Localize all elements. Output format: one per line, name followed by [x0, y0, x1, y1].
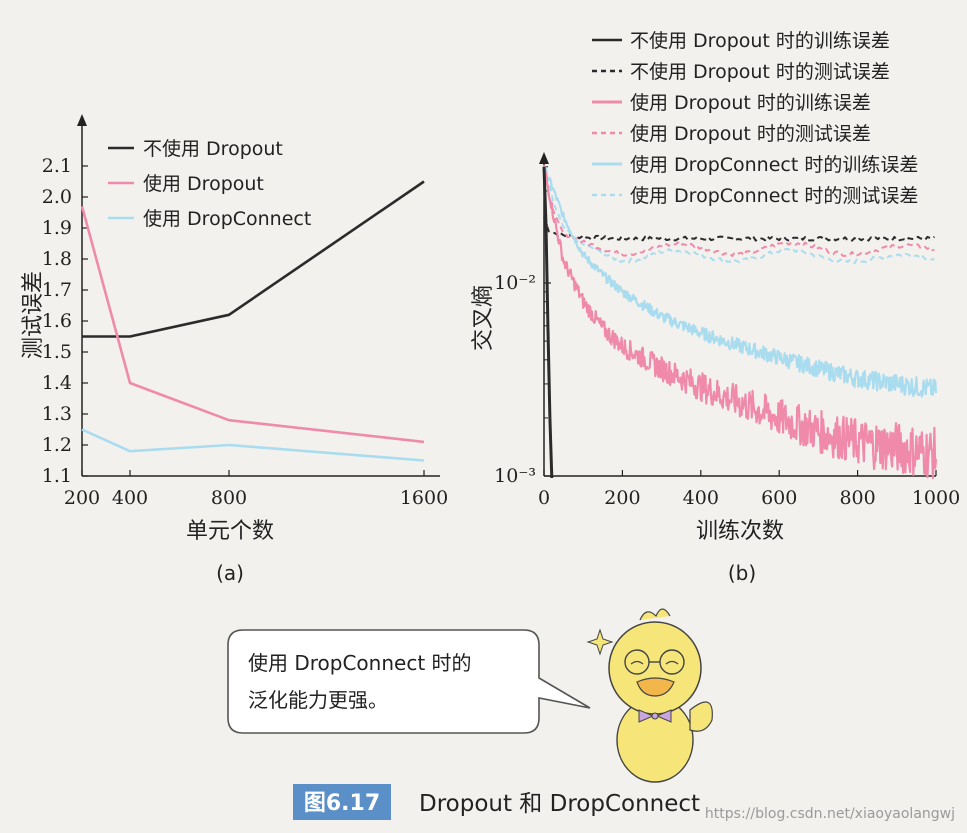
- chart-b-xtick-label: 0: [538, 487, 550, 509]
- chart-b-series: [542, 164, 938, 480]
- caption-title: Dropout 和 DropConnect: [419, 791, 700, 817]
- caption-badge: 图6.17: [304, 791, 380, 816]
- legend-label-no-dropout-train: 不使用 Dropout 时的训练误差: [630, 30, 890, 52]
- chart-b-y-title: 交叉熵: [471, 285, 496, 351]
- chart-b-xtick-label: 1000: [912, 487, 960, 509]
- legend-label-dropout-train: 使用 Dropout 时的训练误差: [630, 92, 871, 114]
- chart-a-ytick-label: 2.1: [42, 155, 72, 177]
- legend-label-dropconnect-test: 使用 DropConnect 时的测试误差: [630, 185, 918, 207]
- chart-a-x-title: 单元个数: [186, 519, 274, 544]
- sparkle-icon: [586, 628, 614, 656]
- chart-a-series: [80, 180, 425, 462]
- chart-a: 1.1 1.2 1.3 1.4 1.5 1.6 1.7 1.8 1.9 2.0 2.1 200 400…: [21, 114, 448, 585]
- duck-wing: [689, 701, 713, 732]
- chart-a-xtick-label: 200: [64, 487, 100, 509]
- chart-a-ytick-label: 1.1: [42, 465, 72, 487]
- chart-b-y-ticks: 10⁻² 10⁻³: [494, 166, 551, 487]
- bow-tie-icon: [638, 709, 655, 723]
- chart-a-y-ticks: 1.1 1.2 1.3 1.4 1.5 1.6 1.7 1.8 1.9 2.0 2.1: [42, 155, 88, 487]
- legend-label-dropout: 使用 Dropout: [143, 173, 264, 195]
- chart-a-ytick-label: 1.2: [42, 434, 72, 456]
- caption-badge-bg: [293, 784, 391, 820]
- duck-beak: [636, 677, 675, 697]
- duck-head: [608, 621, 702, 715]
- chart-b-x-ticks: 0 200 400 600 800 1000: [538, 470, 960, 509]
- chart-a-sublabel: (a): [216, 561, 244, 585]
- chart-a-ytick-label: 1.9: [42, 217, 72, 239]
- chart-a-xtick-label: 800: [211, 487, 247, 509]
- line-dropout: [80, 205, 425, 444]
- legend-label-dropconnect-train: 使用 DropConnect 时的训练误差: [630, 154, 918, 176]
- chart-b-xtick-label: 800: [839, 487, 875, 509]
- legend-label-dropout-test: 使用 Dropout 时的测试误差: [630, 123, 871, 145]
- chart-a-xtick-label: 1600: [400, 487, 448, 509]
- chart-a-ytick-label: 1.7: [42, 279, 72, 301]
- chart-a-ytick-label: 1.4: [42, 372, 72, 394]
- chart-a-xtick-label: 400: [112, 487, 148, 509]
- line-no-dropout-test: [543, 216, 935, 242]
- chart-b-axes: [539, 152, 936, 477]
- chart-b-ytick-label: 10⁻³: [494, 465, 536, 487]
- figure-caption: 图6.17 Dropout 和 DropConnect: [293, 784, 700, 820]
- chart-b-xtick-label: 400: [683, 487, 719, 509]
- chart-b-xtick-label: 600: [761, 487, 797, 509]
- chart-a-axes: [77, 114, 440, 477]
- line-dropconnect-test: [543, 165, 935, 265]
- legend-label-no-dropout: 不使用 Dropout: [143, 138, 283, 160]
- chart-b-sublabel: (b): [728, 561, 756, 585]
- bubble-line-1: 使用 DropConnect 时的: [248, 651, 472, 675]
- bottom-area: 使用 DropConnect 时的 泛化能力更强。 图6.17 Dropout …: [227, 608, 955, 822]
- line-dropout-train: [542, 164, 938, 480]
- chart-b: 10⁻² 10⁻³ 0 200 400 600 800 1000 不使用 Dropout 时…: [471, 30, 960, 585]
- chart-a-ytick-label: 1.5: [42, 341, 72, 363]
- chart-b-x-title: 训练次数: [696, 519, 784, 544]
- legend-label-dropconnect: 使用 DropConnect: [143, 208, 311, 230]
- chart-a-y-title: 测试误差: [21, 271, 46, 359]
- bubble-line-2: 泛化能力更强。: [248, 688, 388, 712]
- line-dropout-test: [543, 168, 935, 257]
- duck-mascot: [586, 608, 713, 783]
- line-dropconnect: [81, 428, 425, 462]
- speech-bubble: 使用 DropConnect 时的 泛化能力更强。: [227, 629, 591, 734]
- line-dropconnect-train: [543, 166, 938, 398]
- chart-a-ytick-label: 1.3: [42, 403, 72, 425]
- chart-b-ytick-label: 10⁻²: [494, 272, 536, 294]
- legend-label-no-dropout-test: 不使用 Dropout 时的测试误差: [630, 61, 890, 83]
- chart-b-legend: 不使用 Dropout 时的训练误差 不使用 Dropout 时的测试误差 使用…: [592, 30, 918, 207]
- watermark: https://blog.csdn.net/xiaoyaolangwj: [705, 806, 955, 822]
- chart-a-legend: 不使用 Dropout 使用 Dropout 使用 DropConnect: [108, 138, 311, 230]
- chart-a-ytick-label: 1.8: [42, 248, 72, 270]
- chart-a-ytick-label: 1.6: [42, 310, 72, 332]
- line-no-dropout: [82, 180, 425, 338]
- line-no-dropout-train: [542, 166, 554, 479]
- chart-b-xtick-label: 200: [604, 487, 640, 509]
- chart-a-ytick-label: 2.0: [42, 186, 72, 208]
- chart-a-x-ticks: 200 400 800 1600: [64, 470, 448, 509]
